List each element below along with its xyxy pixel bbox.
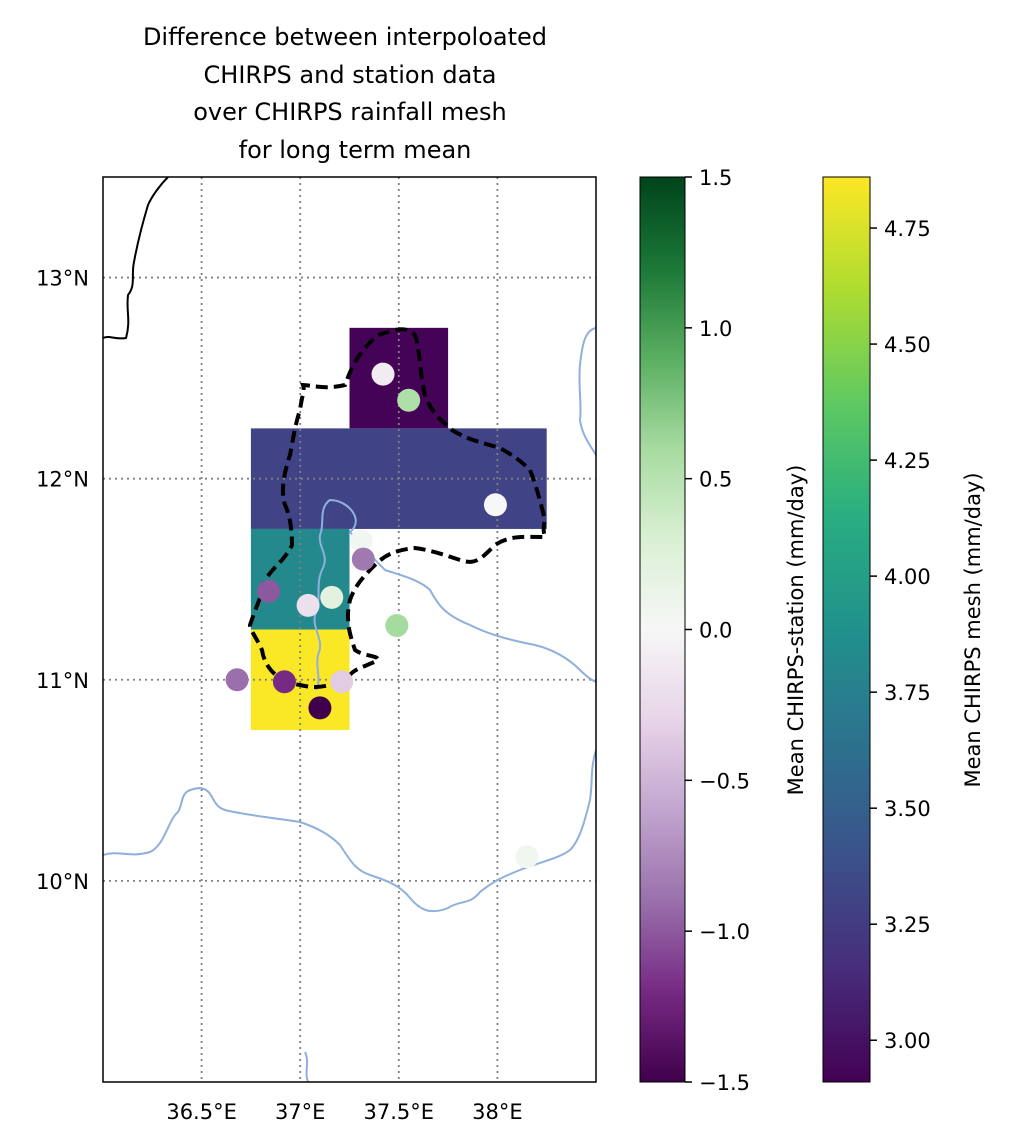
title-line-4: for long term mean [239,136,472,164]
station-point-11 [272,670,296,694]
station-point-4 [349,529,373,553]
station-point-8 [320,585,344,609]
river-northeast [578,327,596,456]
colorbar-station-diff-tick-label-3: −0.5 [699,769,750,793]
colorbar-mesh-mean-tick-label-7: 4.50 [884,333,931,357]
colorbar-mesh-mean-tick-label-8: 4.75 [884,217,931,241]
rivers [103,327,596,1082]
station-point-6 [257,579,281,603]
colorbar-station-diff-label: Mean CHIRPS-station (mm/day) [784,465,808,796]
colorbar-mesh-mean-tick-label-2: 3.25 [884,913,931,937]
title-line-3: over CHIRPS rainfall mesh [193,98,506,126]
map-frame [102,176,597,1083]
river-bottom [304,1051,309,1082]
colorbar-mesh-mean-ticks: 3.00 3.25 3.50 3.75 4.00 4.25 4.50 4.75 [870,217,931,1053]
station-point-14 [515,845,539,869]
station-point-2 [397,388,421,412]
river-east [349,531,596,683]
colorbar-station-diff-tick-label-2: −1.0 [699,920,750,944]
map-y-tick-label-3: 12°N [36,468,89,492]
colorbar-station-diff-gradient [639,176,686,1083]
map-x-tick-label-2: 37°E [275,1100,326,1124]
river-south [103,749,596,913]
stations-layer [225,362,539,869]
colorbar-station-diff-tick-label-7: 1.5 [699,166,732,190]
colorbar-mesh-mean-tick-label-6: 4.25 [884,449,931,473]
colorbar-mesh-mean: 3.00 3.25 3.50 3.75 4.00 4.25 4.50 4.75 Mean CH… [822,176,985,1083]
station-point-10 [225,668,249,692]
title-line-2: CHIRPS and station data [204,61,497,89]
station-point-7 [296,593,320,617]
colorbar-mesh-mean-tick-label-4: 3.75 [884,681,931,705]
map-x-tick-labels: 36.5°E 37°E 37.5°E 38°E [166,1100,522,1124]
basin-outline [247,327,549,689]
map-x-tick-label-3: 37.5°E [364,1100,435,1124]
colorbar-station-diff-tick-label-5: 0.5 [699,468,732,492]
colorbar-station-diff-tick-label-6: 1.0 [699,317,732,341]
station-point-13 [308,696,332,720]
map-axes: 36.5°E 37°E 37.5°E 38°E 10°N 11°N 12°N 13°N [36,176,597,1124]
map-y-tick-label-4: 13°N [36,267,89,291]
colorbar-station-diff-tick-label-1: −1.5 [699,1071,750,1095]
map-y-tick-label-1: 10°N [36,870,89,894]
coastline [103,177,169,340]
title-line-1: Difference between interpoloated [143,23,547,51]
station-point-5 [351,547,375,571]
map-y-tick-label-2: 11°N [36,669,89,693]
river-blue-nile [313,498,357,691]
colorbar-station-diff-ticks: −1.5 −1.0 −0.5 0.0 0.5 1.0 1.5 [685,166,750,1095]
colorbar-mesh-mean-gradient [822,176,871,1083]
colorbar-mesh-mean-tick-label-3: 3.50 [884,797,931,821]
mesh-cell-1 [349,327,449,429]
map-y-tick-labels: 10°N 11°N 12°N 13°N [36,267,89,894]
colorbar-mesh-mean-tick-label-1: 3.00 [884,1029,931,1053]
colorbar-mesh-mean-label: Mean CHIRPS mesh (mm/day) [961,472,985,787]
station-point-1 [371,362,395,386]
map-x-tick-label-4: 38°E [472,1100,523,1124]
station-point-12 [330,670,354,694]
colorbar-station-diff-tick-label-4: 0.0 [699,619,732,643]
map-x-tick-label-1: 36.5°E [166,1100,237,1124]
station-point-3 [483,493,507,517]
station-point-9 [385,613,409,637]
colorbar-mesh-mean-tick-label-5: 4.00 [884,565,931,589]
colorbar-station-diff: −1.5 −1.0 −0.5 0.0 0.5 1.0 1.5 Mean CHIRPS-sta… [639,166,808,1095]
chart-title: Difference between interpoloated CHIRPS … [143,23,547,164]
